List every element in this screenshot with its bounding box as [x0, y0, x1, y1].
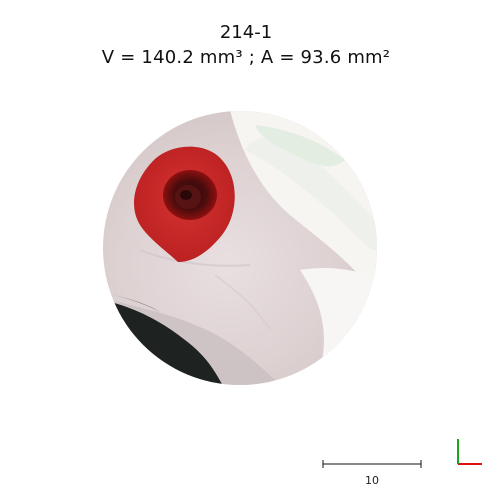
- measurement-summary: V = 140.2 mm³ ; A = 93.6 mm²: [101, 47, 391, 68]
- microscope-field: [103, 111, 377, 385]
- sample-id-title: 214-1: [219, 22, 273, 43]
- scale-bar: [322, 460, 422, 468]
- axis-triad-icon: [457, 439, 482, 465]
- scale-bar-label: 10: [365, 474, 379, 487]
